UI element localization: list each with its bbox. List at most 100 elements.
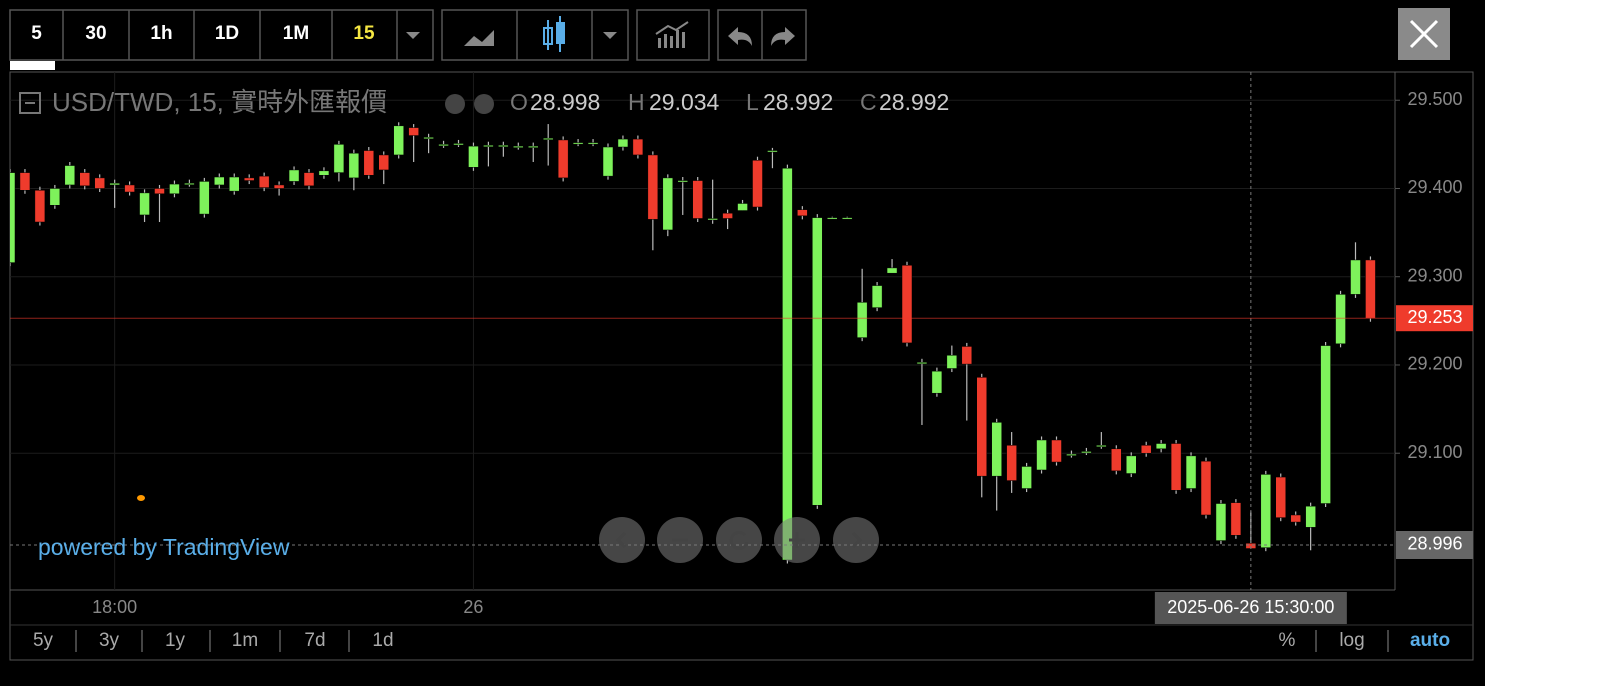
navigation-icons — [615, 530, 863, 550]
open-value: 28.998 — [530, 89, 600, 115]
candle-body — [722, 212, 733, 219]
auto-button[interactable]: auto — [1410, 630, 1450, 651]
tab-indicator — [10, 61, 55, 70]
high-value: 29.034 — [649, 89, 720, 115]
candle-body — [423, 137, 434, 140]
redo-button[interactable] — [771, 27, 795, 46]
candle-body — [707, 218, 718, 221]
interval-button[interactable]: 5 — [31, 23, 42, 44]
candle-body — [169, 183, 180, 195]
candle-body — [617, 138, 629, 148]
candle-body — [692, 180, 703, 219]
candle-body — [483, 144, 494, 147]
close-label: C — [860, 89, 877, 115]
candle-body — [901, 265, 913, 344]
crosshair-price-box — [1396, 530, 1473, 559]
candle-body — [782, 167, 793, 561]
range-button[interactable]: 5y — [33, 630, 54, 651]
candle-body — [10, 172, 16, 263]
range-button[interactable]: 1y — [165, 630, 186, 651]
candle-body — [124, 184, 135, 193]
candle-body — [827, 217, 838, 220]
range-button[interactable]: 7d — [304, 630, 325, 651]
area-chart-icon[interactable] — [464, 30, 494, 46]
candle-body — [154, 188, 165, 195]
x-tick-label: 26 — [463, 597, 483, 617]
toolbar — [9, 9, 807, 61]
candle-body — [258, 175, 270, 188]
y-tick-label: 29.400 — [1407, 177, 1462, 197]
candle-body — [961, 346, 973, 365]
interval-dropdown[interactable] — [406, 32, 420, 39]
candle-body — [468, 145, 479, 168]
candle-body — [1021, 466, 1032, 489]
last-price-label: 29.253 — [1407, 307, 1462, 327]
y-tick-label: 29.500 — [1407, 89, 1462, 109]
candle-body — [229, 176, 240, 192]
low-value: 28.992 — [763, 89, 833, 115]
candle-style-icon[interactable] — [543, 16, 565, 52]
interval-button[interactable]: 30 — [85, 23, 106, 44]
candle-body — [513, 145, 524, 148]
candle-body — [288, 169, 300, 182]
candle-body — [184, 182, 195, 185]
candle-body — [1036, 439, 1047, 471]
undo-button[interactable] — [728, 27, 752, 46]
candle-body — [438, 144, 449, 147]
interval-button[interactable]: 1D — [215, 23, 239, 44]
style-dropdown[interactable] — [603, 32, 617, 39]
candle-body — [677, 180, 688, 183]
legend-title: USD/TWD, 15, 實時外匯報價 — [52, 87, 387, 117]
range-button[interactable]: 1d — [372, 630, 393, 651]
navigation[interactable] — [599, 517, 879, 563]
percent-button[interactable]: % — [1279, 630, 1296, 651]
chart-frame — [9, 71, 1474, 661]
candle-body — [19, 172, 31, 191]
candle-body — [946, 355, 958, 369]
candle-body — [871, 285, 883, 308]
candle-body — [408, 127, 419, 136]
candle-body — [856, 302, 868, 338]
candle-body — [1260, 474, 1272, 548]
x-tick-label: 18:00 — [92, 597, 137, 617]
crosshair-price-label: 28.996 — [1407, 534, 1462, 554]
candle-body — [109, 182, 120, 186]
candle-body — [931, 370, 943, 394]
active-interval[interactable]: 15 — [353, 23, 375, 44]
candle-body — [752, 159, 763, 208]
interval-button[interactable]: 1M — [283, 23, 309, 44]
candle-body — [1350, 259, 1361, 295]
range-button[interactable]: 3y — [99, 630, 120, 651]
candle-body — [737, 203, 748, 211]
candle-body — [1111, 448, 1122, 472]
crosshair-time-box — [1154, 592, 1347, 624]
candle-body — [1170, 443, 1182, 491]
candle-body — [1320, 345, 1331, 504]
candle-body — [363, 150, 375, 176]
range-button[interactable]: 1m — [232, 630, 258, 651]
candle-body — [303, 172, 315, 187]
candle-body — [273, 184, 285, 189]
candle-body — [1200, 460, 1212, 516]
log-button[interactable]: log — [1339, 630, 1364, 651]
candle-body — [49, 188, 61, 206]
candle-body — [1185, 455, 1197, 489]
close-button[interactable] — [1398, 8, 1450, 60]
candle-body — [1155, 443, 1167, 450]
candle-body — [662, 177, 674, 231]
candle-body — [587, 142, 599, 145]
indicators-icon[interactable] — [655, 21, 689, 48]
candle-body — [1335, 294, 1346, 345]
branding[interactable]: powered by TradingView — [38, 534, 290, 560]
candle-body — [333, 144, 345, 173]
y-tick-label: 29.100 — [1407, 442, 1462, 462]
candle-body — [1365, 259, 1376, 319]
interval-button[interactable]: 1h — [150, 23, 172, 44]
candle-body — [453, 143, 464, 146]
candle-body — [767, 150, 778, 153]
legend: USD/TWD, 15, 實時外匯報價 O 28.998 H 29.034 L … — [19, 87, 949, 117]
close-value: 28.992 — [879, 89, 949, 115]
candle-body — [199, 181, 210, 215]
candle-body — [214, 176, 225, 186]
